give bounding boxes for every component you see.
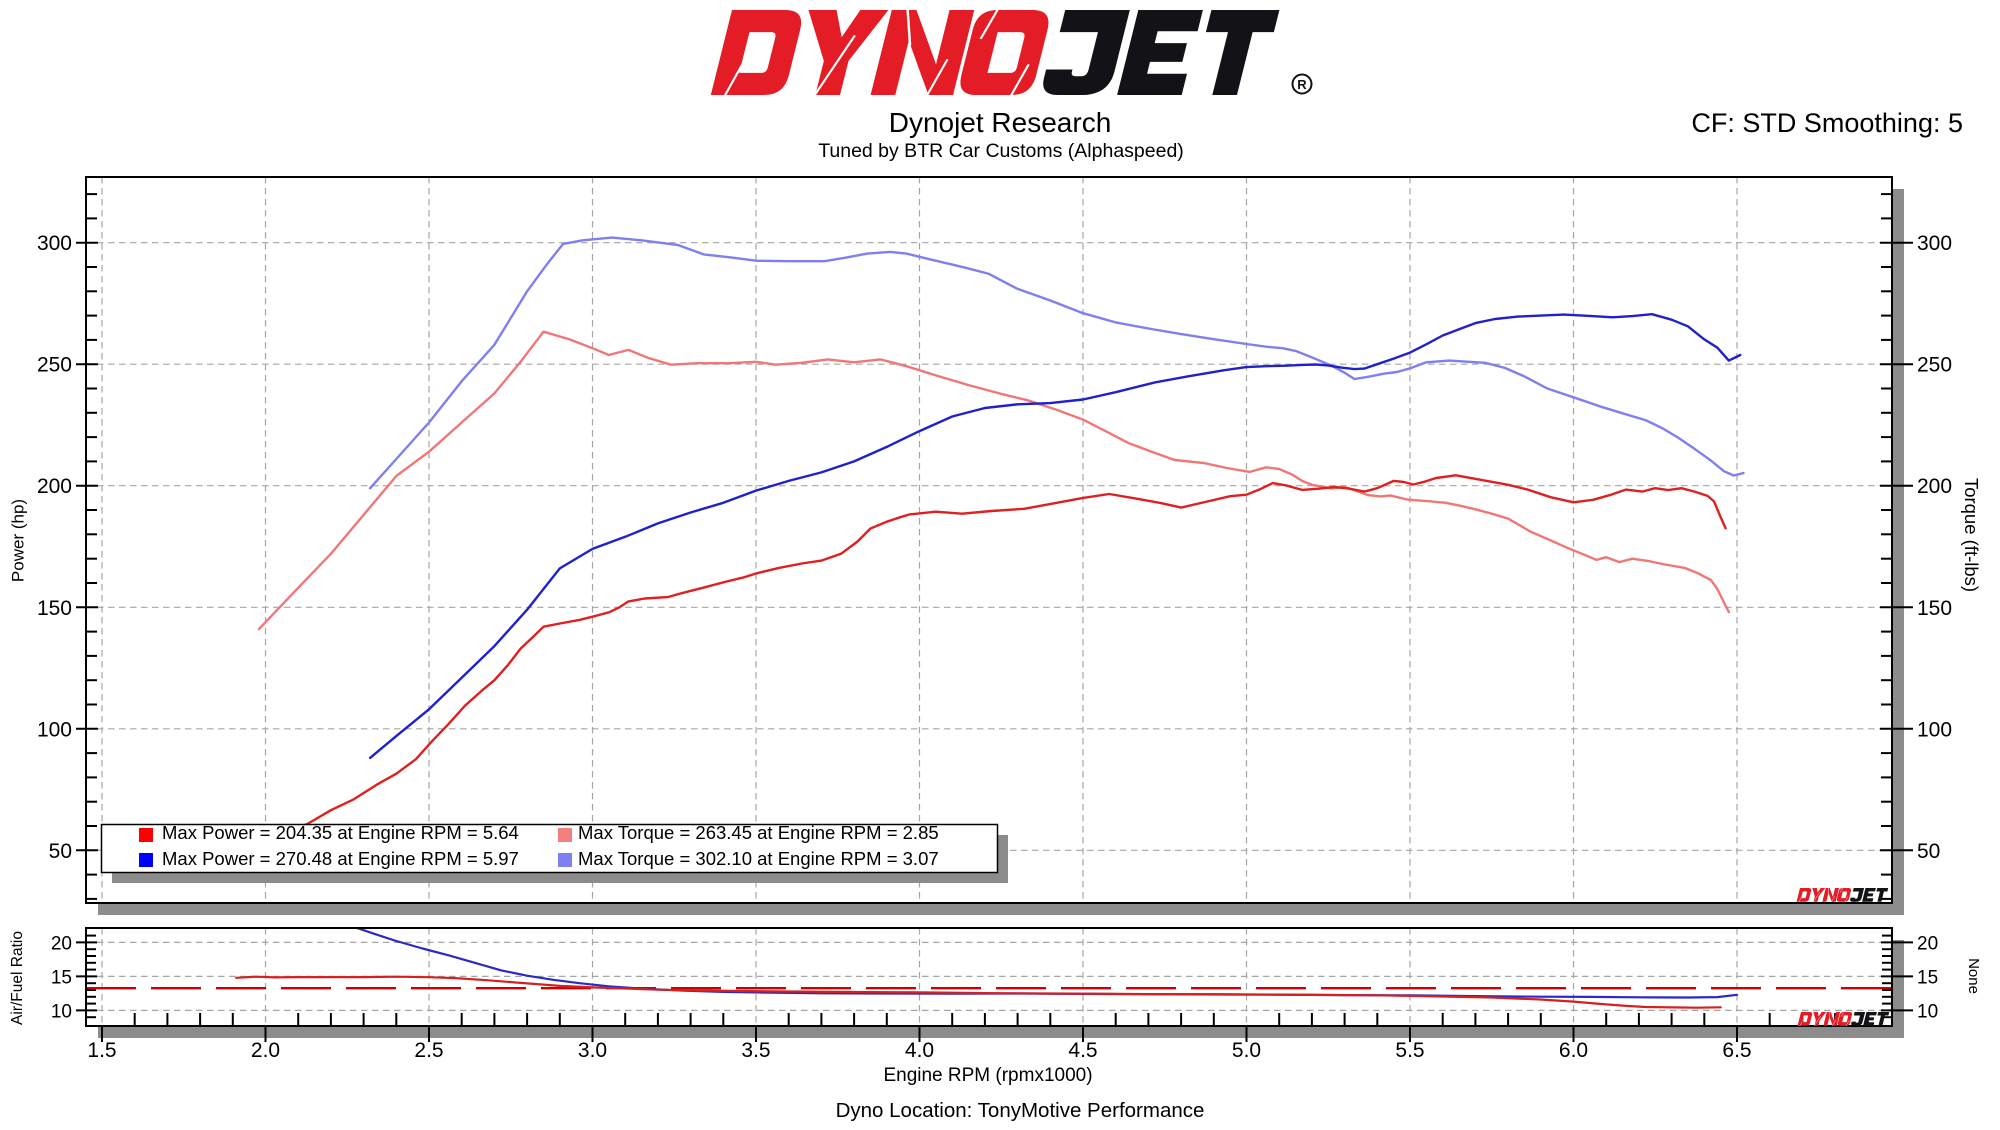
svg-text:R: R	[1297, 77, 1307, 92]
svg-text:Max Power = 270.48 at Engine R: Max Power = 270.48 at Engine RPM = 5.97	[162, 848, 519, 869]
svg-text:10: 10	[1917, 1001, 1938, 1022]
svg-text:3.0: 3.0	[578, 1039, 607, 1062]
svg-text:10: 10	[51, 1001, 72, 1022]
svg-text:15: 15	[1917, 967, 1938, 988]
svg-text:Tuned by BTR Car Customs (Alph: Tuned by BTR Car Customs (Alphaspeed)	[818, 140, 1184, 162]
svg-text:2.5: 2.5	[414, 1039, 443, 1062]
svg-text:Air/Fuel Ratio: Air/Fuel Ratio	[9, 931, 26, 1025]
svg-text:20: 20	[1917, 933, 1938, 954]
svg-text:250: 250	[1917, 354, 1952, 377]
svg-text:1.5: 1.5	[87, 1039, 116, 1062]
svg-text:150: 150	[1917, 597, 1952, 620]
svg-text:None: None	[1965, 958, 1982, 994]
svg-text:5.5: 5.5	[1395, 1039, 1424, 1062]
svg-text:15: 15	[51, 967, 72, 988]
svg-text:150: 150	[37, 597, 72, 620]
svg-text:CF: STD Smoothing: 5: CF: STD Smoothing: 5	[1691, 108, 1963, 138]
svg-text:Power (hp): Power (hp)	[9, 499, 28, 582]
svg-text:200: 200	[1917, 475, 1952, 498]
svg-text:Max Power = 204.35 at Engine R: Max Power = 204.35 at Engine RPM = 5.64	[162, 822, 519, 843]
svg-text:50: 50	[49, 840, 72, 863]
svg-text:4.5: 4.5	[1068, 1039, 1097, 1062]
svg-text:6.0: 6.0	[1559, 1039, 1588, 1062]
svg-text:300: 300	[1917, 232, 1952, 255]
svg-text:5.0: 5.0	[1232, 1039, 1261, 1062]
svg-text:6.5: 6.5	[1722, 1039, 1751, 1062]
svg-text:100: 100	[1917, 718, 1952, 741]
svg-text:4.0: 4.0	[905, 1039, 934, 1062]
svg-text:Engine RPM (rpmx1000): Engine RPM (rpmx1000)	[883, 1065, 1092, 1086]
svg-text:Torque (ft-lbs): Torque (ft-lbs)	[1961, 478, 1982, 592]
svg-text:Dynojet Research: Dynojet Research	[889, 107, 1112, 138]
svg-text:50: 50	[1917, 840, 1940, 863]
svg-text:300: 300	[37, 232, 72, 255]
svg-text:100: 100	[37, 718, 72, 741]
svg-text:Max Torque = 302.10 at Engine: Max Torque = 302.10 at Engine RPM = 3.07	[578, 848, 939, 869]
svg-text:Max Torque = 263.45 at Engine: Max Torque = 263.45 at Engine RPM = 2.85	[578, 822, 939, 843]
svg-text:3.5: 3.5	[741, 1039, 770, 1062]
svg-text:Dyno Location: TonyMotive Perf: Dyno Location: TonyMotive Performance	[836, 1099, 1205, 1122]
svg-text:250: 250	[37, 354, 72, 377]
svg-text:200: 200	[37, 475, 72, 498]
svg-text:2.0: 2.0	[251, 1039, 280, 1062]
svg-text:20: 20	[51, 933, 72, 954]
